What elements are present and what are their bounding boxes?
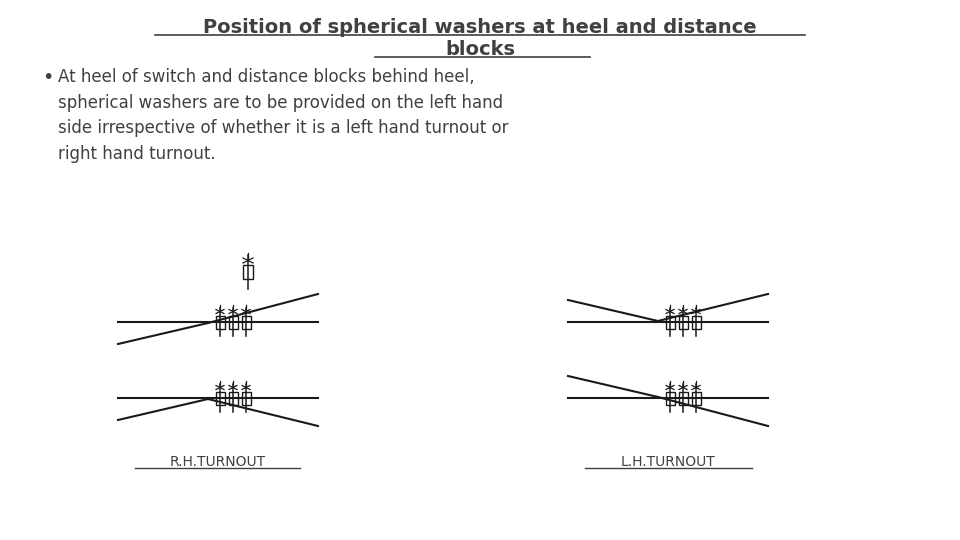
- Bar: [228, 392, 237, 404]
- Bar: [679, 315, 687, 328]
- Bar: [242, 315, 251, 328]
- Bar: [228, 315, 237, 328]
- Bar: [665, 315, 675, 328]
- Text: •: •: [42, 68, 54, 87]
- Bar: [243, 265, 253, 279]
- Bar: [215, 392, 225, 404]
- Text: blocks: blocks: [445, 40, 515, 59]
- Text: Position of spherical washers at heel and distance: Position of spherical washers at heel an…: [204, 18, 756, 37]
- Text: L.H.TURNOUT: L.H.TURNOUT: [620, 455, 715, 469]
- Bar: [242, 392, 251, 404]
- Bar: [691, 392, 701, 404]
- Text: At heel of switch and distance blocks behind heel,
spherical washers are to be p: At heel of switch and distance blocks be…: [58, 68, 509, 163]
- Text: R.H.TURNOUT: R.H.TURNOUT: [170, 455, 266, 469]
- Bar: [691, 315, 701, 328]
- Bar: [665, 392, 675, 404]
- Bar: [679, 392, 687, 404]
- Bar: [215, 315, 225, 328]
